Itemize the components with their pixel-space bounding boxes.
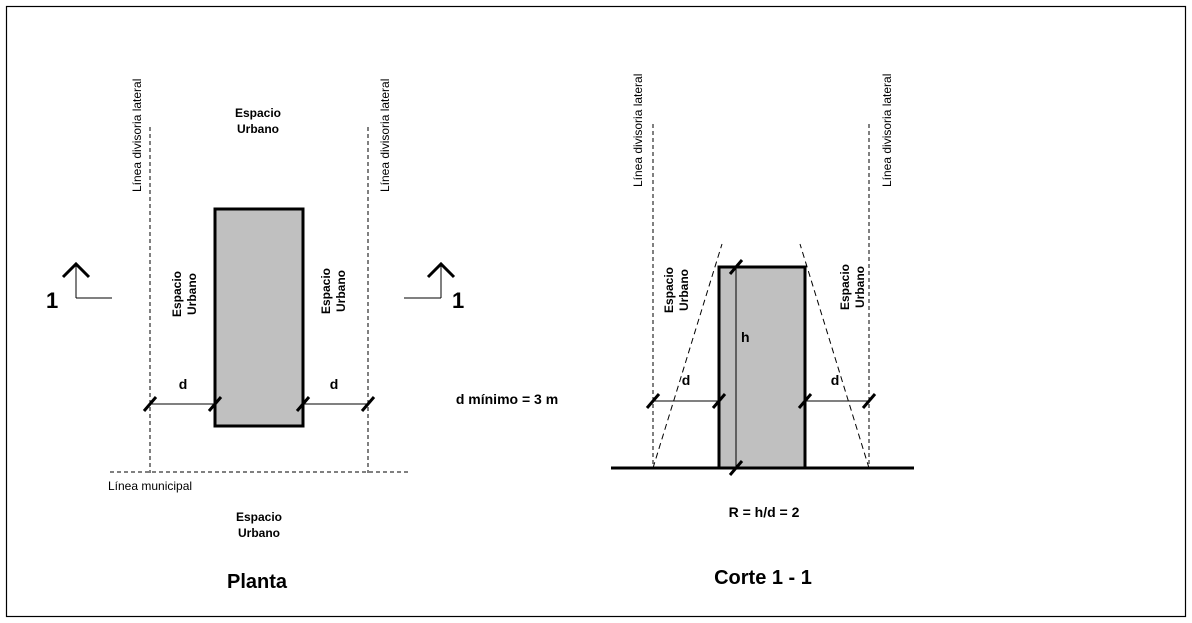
plan-urban-space-left-line2: Urbano bbox=[185, 273, 199, 315]
section-urban-space-left-line2: Urbano bbox=[677, 269, 691, 311]
section-urban-space-right-line1: Espacio bbox=[838, 264, 852, 310]
outer-frame bbox=[5, 5, 1187, 618]
section-arrow-left bbox=[61, 261, 91, 279]
plan-urban-space-right-line1: Espacio bbox=[319, 268, 333, 314]
minimum-distance-note: d mínimo = 3 m bbox=[456, 391, 558, 407]
plan-urban-space-bottom-line1: Espacio bbox=[236, 510, 282, 524]
dimension-tick bbox=[295, 396, 311, 412]
section-mark-left: 1 bbox=[46, 288, 58, 313]
plan-view: Línea divisoria lateral Línea divisoria … bbox=[46, 79, 464, 593]
section-title: Corte 1 - 1 bbox=[714, 567, 812, 589]
section-distance-label-left: d bbox=[682, 372, 691, 388]
section-distance-label-right: d bbox=[831, 372, 840, 388]
plan-building bbox=[213, 207, 305, 428]
section-view: Línea divisoria lateral Línea divisoria … bbox=[611, 74, 914, 589]
section-lateral-label-left: Línea divisoria lateral bbox=[631, 74, 645, 187]
section-arrow-right bbox=[426, 261, 456, 279]
plan-distance-label-right: d bbox=[330, 376, 339, 392]
dimension-tick bbox=[728, 259, 744, 275]
plan-urban-space-top-line2: Urbano bbox=[237, 122, 279, 136]
section-lateral-label-right: Línea divisoria lateral bbox=[880, 74, 894, 187]
municipal-line-label: Línea municipal bbox=[108, 479, 192, 493]
plan-lateral-label-left: Línea divisoria lateral bbox=[130, 79, 144, 192]
section-mark-right: 1 bbox=[452, 288, 464, 313]
section-building bbox=[717, 265, 807, 470]
dimension-tick bbox=[360, 396, 376, 412]
section-urban-space-left-line1: Espacio bbox=[662, 267, 676, 313]
dimension-tick bbox=[207, 396, 223, 412]
plan-urban-space-right-line2: Urbano bbox=[334, 270, 348, 312]
plan-distance-label-left: d bbox=[179, 376, 188, 392]
ratio-formula: R = h/d = 2 bbox=[729, 504, 800, 520]
dimension-tick bbox=[861, 393, 877, 409]
dimension-tick bbox=[711, 393, 727, 409]
plan-urban-space-bottom-line2: Urbano bbox=[238, 526, 280, 540]
plan-title: Planta bbox=[227, 571, 288, 593]
plan-urban-space-top-line1: Espacio bbox=[235, 106, 281, 120]
setback-envelope-left bbox=[652, 243, 723, 469]
plan-urban-space-left-line1: Espacio bbox=[170, 271, 184, 317]
plan-lateral-label-right: Línea divisoria lateral bbox=[378, 79, 392, 192]
dimension-tick bbox=[645, 393, 661, 409]
dimension-tick bbox=[142, 396, 158, 412]
height-label: h bbox=[741, 329, 750, 345]
dimension-tick bbox=[728, 460, 744, 476]
dimension-tick bbox=[797, 393, 813, 409]
section-urban-space-right-line2: Urbano bbox=[853, 266, 867, 308]
setback-envelope-right bbox=[799, 243, 870, 469]
